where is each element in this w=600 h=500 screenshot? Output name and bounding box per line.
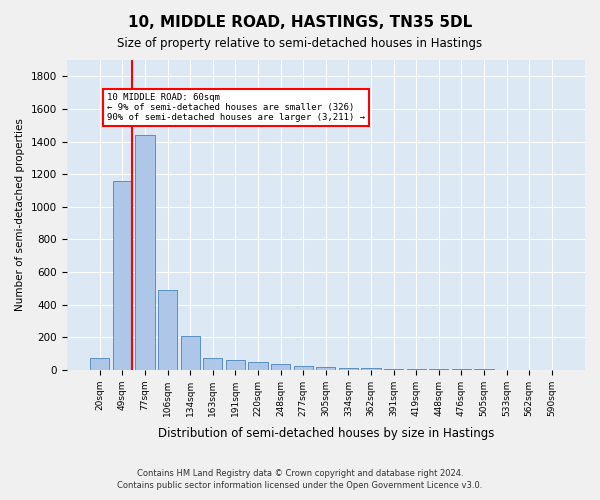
Bar xyxy=(407,369,426,370)
Text: Contains public sector information licensed under the Open Government Licence v3: Contains public sector information licen… xyxy=(118,481,482,490)
Y-axis label: Number of semi-detached properties: Number of semi-detached properties xyxy=(15,118,25,312)
Bar xyxy=(90,358,109,370)
Bar xyxy=(248,362,268,370)
Bar xyxy=(136,135,155,370)
Bar xyxy=(271,364,290,370)
Bar xyxy=(339,368,358,370)
Bar xyxy=(361,368,380,370)
Text: 10 MIDDLE ROAD: 60sqm
← 9% of semi-detached houses are smaller (326)
90% of semi: 10 MIDDLE ROAD: 60sqm ← 9% of semi-detac… xyxy=(107,92,365,122)
X-axis label: Distribution of semi-detached houses by size in Hastings: Distribution of semi-detached houses by … xyxy=(158,427,494,440)
Text: Size of property relative to semi-detached houses in Hastings: Size of property relative to semi-detach… xyxy=(118,38,482,51)
Bar xyxy=(181,336,200,370)
Text: Contains HM Land Registry data © Crown copyright and database right 2024.: Contains HM Land Registry data © Crown c… xyxy=(137,468,463,477)
Bar xyxy=(158,290,177,370)
Bar xyxy=(293,366,313,370)
Text: 10, MIDDLE ROAD, HASTINGS, TN35 5DL: 10, MIDDLE ROAD, HASTINGS, TN35 5DL xyxy=(128,15,472,30)
Bar xyxy=(226,360,245,370)
Bar xyxy=(316,368,335,370)
Bar xyxy=(203,358,223,370)
Bar xyxy=(113,180,132,370)
Bar xyxy=(384,369,403,370)
